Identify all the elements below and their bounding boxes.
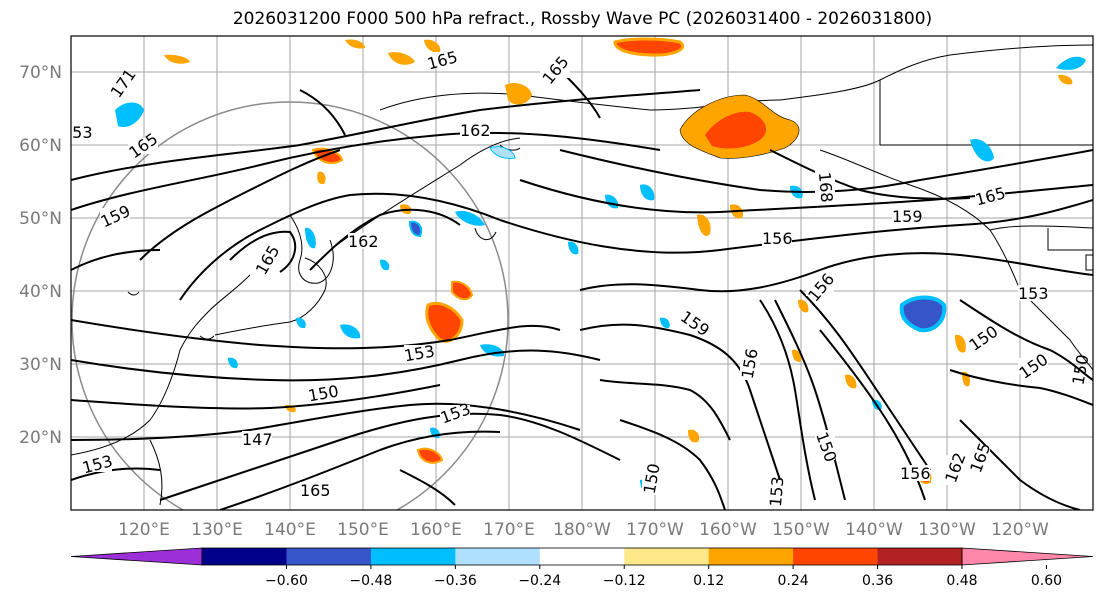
lon-label: 150°E xyxy=(337,520,389,540)
contour-label: 156 xyxy=(900,464,931,483)
contour-labels: 171 165 165 165 162 159 165 162 168 165 … xyxy=(62,47,1092,508)
colorbar-tick-label: 0.48 xyxy=(946,573,977,589)
colorbar-cell xyxy=(286,548,372,565)
longitude-labels: 120°E 130°E 140°E 150°E 160°E 170°E 180°… xyxy=(118,520,1049,540)
refractivity-contours xyxy=(71,69,1093,510)
lon-label: 130°E xyxy=(191,520,243,540)
colorbar-tick-label: 0.24 xyxy=(778,573,809,589)
contour-label: 162 xyxy=(460,121,491,140)
colorbar-tick-label: −0.60 xyxy=(265,573,308,589)
colorbar-tick-label: 0.36 xyxy=(862,573,893,589)
lon-label: 130°W xyxy=(918,520,976,540)
lon-label: 160°W xyxy=(699,520,757,540)
lon-label: 140°E xyxy=(264,520,316,540)
positive-anomalies xyxy=(164,37,1073,484)
colorbar-cell xyxy=(539,548,625,565)
colorbar-cells xyxy=(70,547,1094,566)
lat-label-60n: 60°N xyxy=(19,136,62,156)
contour-label: 165 xyxy=(300,481,331,500)
lon-label: 160°E xyxy=(410,520,462,540)
lon-label: 120°W xyxy=(991,520,1049,540)
contour-label: 159 xyxy=(892,207,923,226)
contour-label: 153 xyxy=(766,476,788,508)
colorbar-cell xyxy=(370,548,456,565)
lat-label-30n: 30°N xyxy=(19,355,62,375)
map-panel: 171 165 165 165 162 159 165 162 168 165 … xyxy=(62,36,1093,510)
colorbar-extend-high xyxy=(961,547,1094,566)
lat-label-40n: 40°N xyxy=(19,282,62,302)
lon-label: 170°W xyxy=(626,520,684,540)
contour-label: 153 xyxy=(1018,284,1049,303)
lon-label: 140°W xyxy=(845,520,903,540)
colorbar-outline xyxy=(201,547,963,566)
colorbar-cell xyxy=(202,548,287,565)
lon-label: 120°E xyxy=(118,520,170,540)
latitude-labels: 70°N 60°N 50°N 40°N 30°N 20°N xyxy=(19,63,62,448)
colorbar-cell xyxy=(455,548,541,565)
colorbar-tick-label: 0.12 xyxy=(693,573,724,589)
colorbar-tick-label: −0.24 xyxy=(518,573,561,589)
colorbar-ticks: −0.60 −0.48 −0.36 −0.24 −0.12 0.12 0.24 0.36 0.4… xyxy=(265,565,1062,589)
lon-label: 170°E xyxy=(483,520,535,540)
map-frame xyxy=(70,35,1094,511)
map-title: 2026031200 F000 500 hPa refract., Rossby… xyxy=(232,9,933,29)
colorbar-cell xyxy=(877,548,963,565)
contour-label: 153 xyxy=(62,123,93,142)
colorbar: −0.60 −0.48 −0.36 −0.24 −0.12 0.12 0.24 0.36 0.4… xyxy=(70,547,1094,589)
contour-label: 156 xyxy=(762,229,793,248)
lat-label-20n: 20°N xyxy=(19,428,62,448)
lon-label: 150°W xyxy=(772,520,830,540)
colorbar-extend-low xyxy=(70,547,203,566)
lon-label: 180°W xyxy=(553,520,611,540)
lat-label-70n: 70°N xyxy=(19,63,62,83)
colorbar-cell xyxy=(708,548,794,565)
lat-label-50n: 50°N xyxy=(19,209,62,229)
colorbar-tick-label: −0.12 xyxy=(603,573,646,589)
contour-label: 147 xyxy=(242,430,273,449)
colorbar-tick-label: −0.48 xyxy=(349,573,392,589)
colorbar-cell xyxy=(624,548,710,565)
contour-label: 168 xyxy=(815,171,837,203)
colorbar-tick-label: −0.36 xyxy=(434,573,477,589)
contour-label: 162 xyxy=(348,232,379,251)
colorbar-cell xyxy=(793,548,879,565)
colorbar-tick-label: 0.60 xyxy=(1031,573,1062,589)
